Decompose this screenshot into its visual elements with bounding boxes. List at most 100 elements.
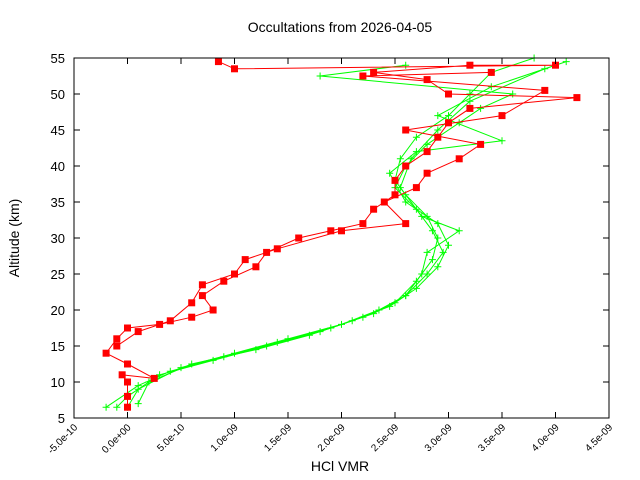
data-point	[423, 76, 431, 84]
data-point	[412, 284, 420, 292]
data-point	[402, 220, 410, 228]
x-tick-label: 2.5e-09	[369, 422, 401, 454]
data-point	[418, 212, 426, 220]
data-point	[134, 400, 142, 408]
data-point	[338, 227, 345, 235]
x-axis-label: HCl VMR	[311, 458, 369, 474]
series-line-5	[116, 71, 547, 347]
data-point	[466, 104, 474, 112]
data-point	[552, 61, 559, 69]
data-point	[445, 90, 452, 98]
data-point	[150, 374, 158, 382]
x-tick-label: 1.0e-09	[209, 422, 241, 454]
data-point	[327, 227, 335, 235]
data-point	[396, 155, 404, 163]
data-point	[391, 191, 399, 199]
data-point	[220, 277, 228, 285]
x-tick-label: 1.5e-09	[262, 422, 294, 454]
data-point	[102, 349, 110, 357]
data-point	[252, 346, 260, 354]
data-point	[113, 335, 121, 343]
data-point	[220, 353, 228, 361]
y-tick-label: 15	[51, 339, 65, 354]
data-point	[487, 68, 495, 76]
x-tick-label: 3.5e-09	[476, 422, 508, 454]
y-tick-label: 20	[51, 303, 65, 318]
data-point	[134, 328, 142, 336]
data-point	[562, 58, 570, 66]
data-point	[402, 292, 410, 300]
data-point	[402, 198, 410, 206]
x-tick-label: 2.0e-09	[316, 422, 348, 454]
data-point	[102, 403, 110, 411]
data-point	[418, 270, 426, 278]
y-tick-label: 35	[51, 195, 65, 210]
series-line-0	[116, 57, 535, 408]
y-tick-label: 55	[51, 51, 65, 66]
data-point	[359, 72, 367, 80]
x-tick-label: 0.0e+00	[100, 422, 134, 456]
data-point	[434, 133, 442, 141]
data-point	[166, 317, 174, 325]
data-point	[359, 220, 367, 228]
data-point	[327, 324, 335, 332]
x-tick-label: 4.5e-09	[583, 422, 615, 454]
plot-frame	[73, 57, 610, 419]
data-point	[445, 119, 452, 127]
data-point	[273, 338, 281, 346]
data-point	[434, 263, 442, 271]
data-point	[477, 140, 485, 148]
data-point	[402, 61, 410, 69]
data-point	[273, 245, 281, 253]
data-point	[412, 148, 420, 156]
series-group	[102, 54, 581, 411]
data-point	[407, 155, 415, 163]
data-point	[541, 65, 549, 73]
data-point	[124, 360, 131, 368]
data-point	[188, 360, 196, 368]
data-point	[466, 90, 474, 98]
series-line-1	[127, 64, 515, 408]
data-point	[402, 126, 410, 134]
data-point	[198, 281, 206, 289]
x-tick-label: 4.0e-09	[530, 422, 562, 454]
data-point	[423, 148, 431, 156]
data-point	[370, 68, 378, 76]
chart-title: Occultations from 2026-04-05	[248, 19, 433, 35]
data-point	[466, 97, 474, 105]
y-tick-label: 45	[51, 123, 65, 138]
data-point	[124, 403, 131, 411]
data-point	[113, 342, 121, 350]
data-point	[541, 86, 549, 94]
data-point	[428, 227, 436, 235]
data-point	[124, 324, 131, 332]
data-point	[391, 176, 399, 184]
data-point	[113, 403, 121, 411]
data-point	[498, 137, 506, 145]
data-point	[231, 65, 238, 73]
y-tick-label: 10	[51, 375, 65, 390]
data-point	[386, 169, 394, 177]
data-point	[118, 371, 126, 379]
data-point	[455, 227, 463, 235]
data-point	[188, 313, 196, 321]
data-point	[380, 198, 388, 206]
data-point	[214, 58, 222, 66]
series-line-2	[137, 61, 567, 404]
data-point	[445, 241, 452, 249]
y-tick-label: 25	[51, 267, 65, 282]
data-point	[209, 306, 217, 314]
data-point	[423, 248, 431, 256]
data-point	[316, 72, 324, 80]
data-point	[445, 112, 452, 120]
data-point	[198, 292, 206, 300]
x-tick-label: 3.0e-09	[423, 422, 455, 454]
data-point	[134, 382, 142, 390]
x-tick-label: 5.0e-10	[155, 422, 187, 454]
data-point	[166, 367, 174, 375]
data-point	[231, 270, 238, 278]
data-point	[466, 61, 474, 69]
data-point	[370, 205, 378, 213]
